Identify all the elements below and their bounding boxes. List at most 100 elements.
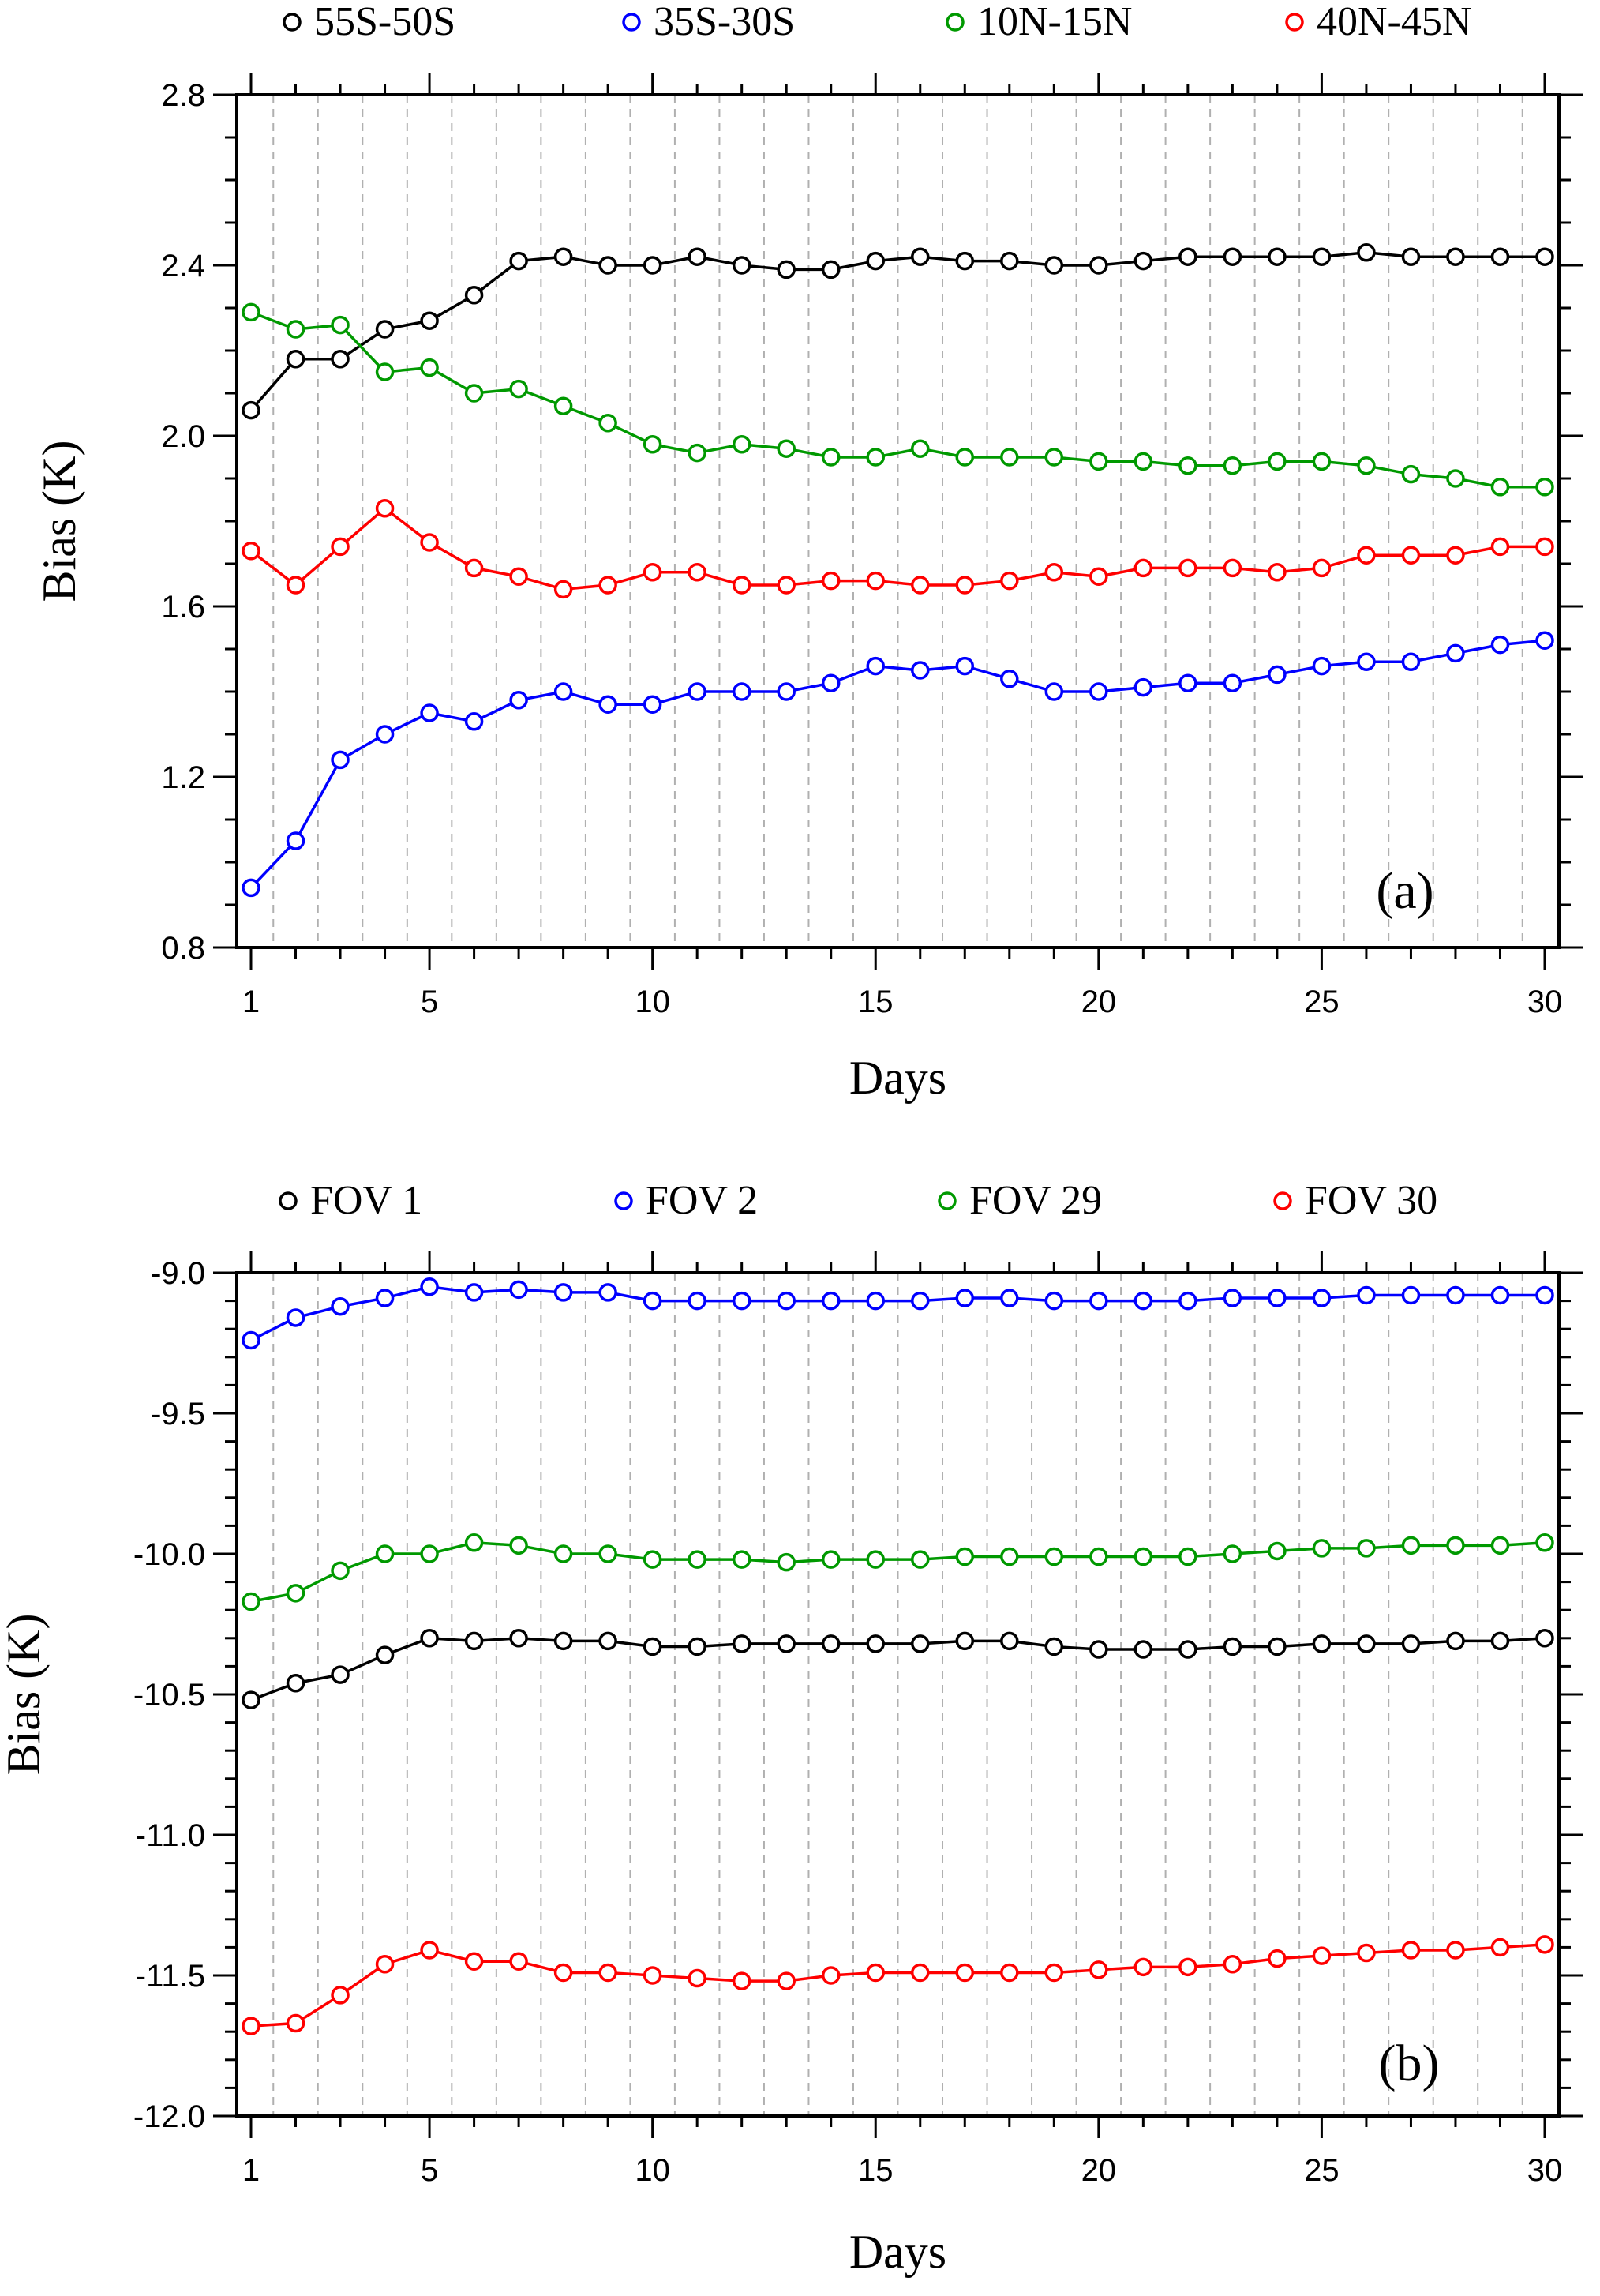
data-point [1490, 478, 1510, 497]
data-point [911, 576, 930, 595]
data-point [643, 435, 662, 454]
data-point [1268, 247, 1287, 266]
data-point [375, 320, 395, 339]
y-axis-title: Bias (K) [0, 1614, 50, 1776]
data-point [553, 1283, 573, 1302]
legend-marker [946, 13, 965, 32]
data-point [688, 1291, 706, 1311]
data-point [420, 1544, 439, 1563]
data-point [464, 1533, 484, 1552]
data-point [598, 1963, 617, 1983]
data-point [1312, 1289, 1332, 1307]
data-point [464, 286, 484, 305]
data-point [732, 435, 751, 454]
data-point [331, 750, 350, 770]
data-point [286, 320, 305, 339]
data-point [1044, 1291, 1064, 1311]
data-point [821, 1634, 841, 1653]
data-point [242, 2017, 260, 2035]
data-point [1490, 247, 1510, 266]
data-point [598, 1544, 617, 1563]
data-point [420, 533, 439, 552]
data-point [1000, 448, 1019, 467]
data-point [1178, 1547, 1197, 1566]
legend-label: FOV 30 [1305, 1178, 1437, 1223]
data-point [1312, 247, 1332, 266]
data-point [1401, 1285, 1421, 1305]
data-point [955, 1289, 975, 1307]
data-point [1446, 1536, 1465, 1555]
data-point [643, 256, 662, 275]
data-point [1357, 1539, 1376, 1558]
legend: FOV 1 FOV 2 FOV 29 FOV 30 [279, 1178, 1437, 1223]
data-point [375, 499, 395, 518]
data-point [1000, 1631, 1019, 1651]
data-point [1535, 1533, 1554, 1552]
data-point [688, 443, 706, 463]
data-point [1133, 251, 1153, 271]
data-point [1000, 1963, 1019, 1983]
data-point [286, 576, 305, 595]
data-point [688, 1550, 706, 1569]
data-point [1401, 1634, 1421, 1653]
data-point [1446, 546, 1465, 565]
data-point [286, 350, 305, 369]
data-point [688, 1637, 706, 1656]
data-point [1268, 563, 1287, 582]
data-point [375, 1645, 395, 1664]
data-point [688, 682, 706, 701]
data-point [732, 1550, 751, 1569]
data-point [866, 571, 885, 591]
data-point [866, 251, 885, 271]
data-point [1446, 469, 1465, 488]
data-point [1312, 656, 1332, 676]
data-point [420, 703, 439, 722]
y-tick-label: -12.0 [133, 2099, 205, 2134]
data-point [1535, 1935, 1554, 1954]
data-point [331, 1296, 350, 1316]
data-point [553, 580, 573, 599]
data-point [598, 414, 617, 433]
x-tick-label: 1 [242, 2153, 260, 2188]
y-tick-label: 1.2 [161, 760, 205, 795]
legend-marker [614, 1191, 633, 1210]
data-point [286, 1308, 305, 1327]
data-point [242, 1690, 260, 1709]
data-point [1490, 1536, 1510, 1555]
data-point [866, 1291, 885, 1311]
data-point [1312, 1634, 1332, 1653]
y-axis: -12.0 -11.5 -11.0 -10.5 -10.0 -9.5 -9.0 [133, 1256, 1583, 2134]
data-point [1000, 571, 1019, 591]
x-tick-label: 15 [858, 2153, 894, 2188]
data-point [1133, 1291, 1153, 1311]
legend-marker [938, 1191, 957, 1210]
data-point [1178, 1291, 1197, 1311]
data-point [242, 878, 260, 898]
data-point [553, 396, 573, 415]
data-point [777, 260, 796, 279]
data-point [1446, 1285, 1465, 1305]
data-point [777, 1291, 796, 1311]
data-point [1133, 452, 1153, 471]
data-point [375, 362, 395, 381]
legend-label: FOV 1 [310, 1178, 422, 1223]
series-fov-2 [242, 1277, 1554, 1350]
x-axis: 1 5 10 15 20 25 30 [242, 1251, 1562, 2188]
x-tick-label: 20 [1081, 985, 1117, 1019]
legend-label: 10N-15N [977, 0, 1132, 44]
data-point [1178, 558, 1197, 578]
data-point [643, 695, 662, 714]
x-tick-label: 25 [1304, 2153, 1340, 2188]
data-point [553, 1631, 573, 1651]
data-point [1535, 537, 1554, 557]
series-35s-30s [242, 631, 1554, 898]
y-axis-title: Bias (K) [33, 441, 85, 602]
data-point [777, 682, 796, 701]
data-point [1223, 673, 1242, 692]
data-point [911, 1634, 930, 1653]
data-point [509, 691, 528, 710]
legend-marker [622, 13, 641, 32]
panel-label: (a) [1376, 862, 1433, 920]
data-point [509, 251, 528, 271]
data-point [821, 571, 841, 591]
